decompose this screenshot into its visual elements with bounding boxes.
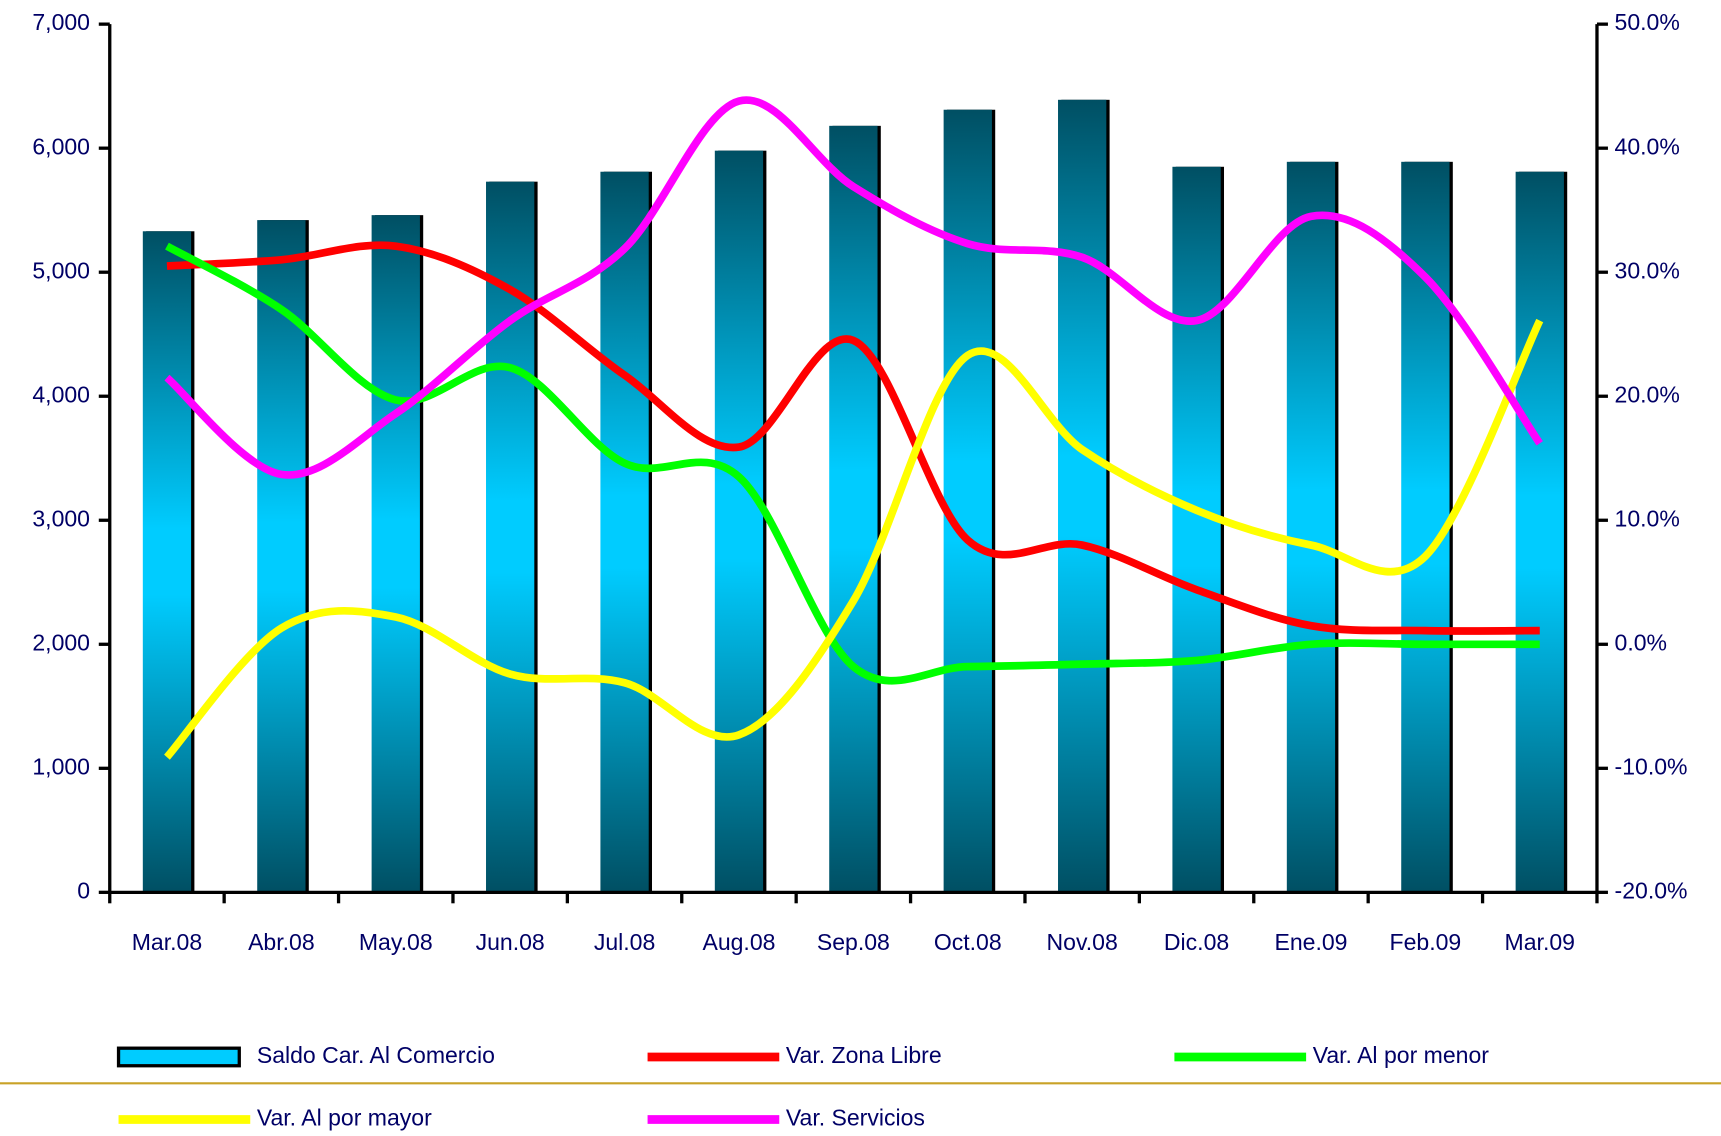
y2-tick-label: 40.0% bbox=[1615, 133, 1680, 159]
x-tick-label: Mar.09 bbox=[1505, 929, 1575, 955]
x-tick-label: Jun.08 bbox=[476, 929, 545, 955]
x-tick-label: Ene.09 bbox=[1274, 929, 1347, 955]
x-tick-label: May.08 bbox=[359, 929, 433, 955]
bar bbox=[1172, 166, 1221, 893]
x-tick-label: Jul.08 bbox=[594, 929, 655, 955]
line bbox=[165, 242, 1540, 685]
x-tick-label: Nov.08 bbox=[1047, 929, 1118, 955]
legend-label: Var. Al por mayor bbox=[257, 1105, 432, 1131]
y-tick-label: 6,000 bbox=[32, 133, 90, 159]
y2-tick-label: 30.0% bbox=[1615, 257, 1680, 283]
bar bbox=[600, 171, 649, 893]
bar bbox=[1286, 161, 1336, 893]
y-tick-label: 4,000 bbox=[32, 381, 90, 407]
x-tick-label: Sep.08 bbox=[817, 929, 890, 955]
x-tick-label: Oct.08 bbox=[934, 929, 1002, 955]
y-tick-label: 5,000 bbox=[32, 257, 90, 283]
bar bbox=[1058, 99, 1107, 893]
bar bbox=[1515, 171, 1564, 893]
y-tick-label: 2,000 bbox=[32, 629, 90, 655]
x-tick-label: Feb.09 bbox=[1390, 929, 1462, 955]
line bbox=[164, 318, 1544, 760]
y2-tick-label: -20.0% bbox=[1615, 877, 1688, 903]
bar bbox=[714, 150, 764, 893]
y-tick-label: 7,000 bbox=[32, 9, 90, 35]
y2-tick-label: 50.0% bbox=[1615, 9, 1680, 35]
legend-label: Var. Zona Libre bbox=[786, 1042, 942, 1068]
y2-tick-label: 0.0% bbox=[1615, 629, 1668, 655]
line bbox=[166, 241, 1540, 635]
y-tick-label: 3,000 bbox=[32, 505, 90, 531]
y-tick-label: 0 bbox=[77, 877, 90, 903]
x-tick-label: Dic.08 bbox=[1164, 929, 1229, 955]
legend-label: Var. Servicios bbox=[786, 1105, 925, 1131]
x-tick-label: Mar.08 bbox=[132, 929, 202, 955]
legend-label: Var. Al por menor bbox=[1313, 1042, 1490, 1068]
bar bbox=[371, 215, 420, 893]
x-tick-label: Abr.08 bbox=[248, 929, 315, 955]
bar bbox=[829, 125, 878, 893]
legend-swatch bbox=[116, 1046, 241, 1068]
x-tick-label: Aug.08 bbox=[702, 929, 775, 955]
bar bbox=[257, 220, 306, 893]
bar bbox=[943, 109, 992, 893]
bar bbox=[1401, 161, 1450, 893]
line bbox=[164, 96, 1543, 479]
legend-label: Saldo Car. Al Comercio bbox=[257, 1042, 495, 1068]
y2-tick-label: -10.0% bbox=[1615, 753, 1688, 779]
y2-tick-label: 20.0% bbox=[1615, 381, 1680, 407]
bar bbox=[142, 231, 192, 893]
y-tick-label: 1,000 bbox=[32, 753, 90, 779]
y2-tick-label: 10.0% bbox=[1615, 505, 1680, 531]
